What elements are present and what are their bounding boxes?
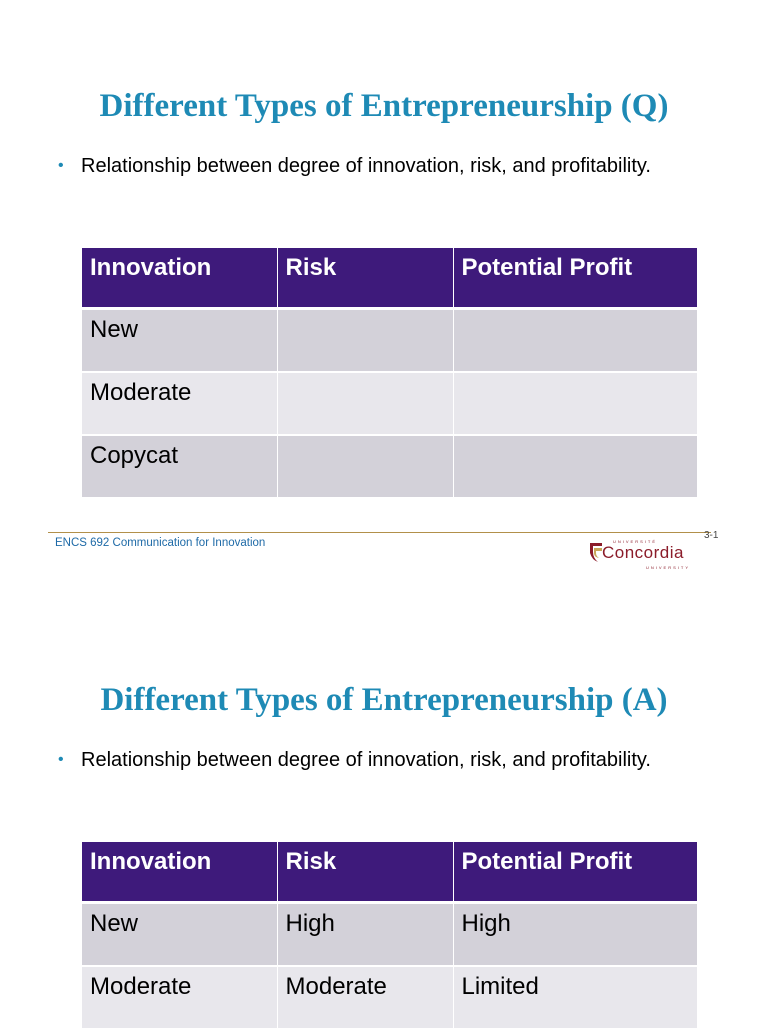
table-cell: New: [82, 902, 278, 967]
table-cell: Limited: [453, 966, 697, 1030]
logo-small-text-bottom: UNIVERSITY: [646, 565, 691, 570]
slide-title: Different Types of Entrepreneurship (A): [100, 682, 668, 718]
concordia-mark-icon: [590, 543, 602, 562]
table-cell: Moderate: [82, 966, 278, 1030]
table-header-row: Innovation Risk Potential Profit: [82, 842, 697, 904]
table-row: Moderate: [82, 372, 697, 436]
concordia-logo: UNIVERSITÉ Concordia UNIVERSITY: [586, 538, 710, 572]
header-innovation: Innovation: [82, 842, 278, 904]
table-cell: Copycat: [82, 435, 278, 499]
table-cell: New: [82, 308, 278, 373]
header-potential-profit: Potential Profit: [453, 248, 697, 310]
logo-wordmark: Concordia: [602, 543, 684, 562]
bullet-text: Relationship between degree of innovatio…: [81, 749, 651, 771]
bullet-point: • Relationship between degree of innovat…: [58, 746, 658, 774]
footer-course-name: ENCS 692 Communication for Innovation: [55, 537, 266, 549]
entrepreneurship-table: Innovation Risk Potential Profit New Mod…: [82, 248, 697, 499]
table-row: Copycat: [82, 435, 697, 499]
table-row: New: [82, 308, 697, 373]
table-cell: High: [453, 902, 697, 967]
table-cell: [277, 435, 454, 499]
table-cell: [453, 308, 697, 373]
bullet-icon: •: [58, 751, 64, 768]
table-cell: [277, 308, 454, 373]
entrepreneurship-table: Innovation Risk Potential Profit New Hig…: [82, 842, 697, 1030]
slide-answer: Different Types of Entrepreneurship (A) …: [0, 594, 768, 1030]
slide-title: Different Types of Entrepreneurship (Q): [99, 88, 669, 124]
bullet-point: • Relationship between degree of innovat…: [58, 152, 658, 180]
header-innovation: Innovation: [82, 248, 278, 310]
table-cell: [453, 372, 697, 436]
table-header-row: Innovation Risk Potential Profit: [82, 248, 697, 310]
table-row: Moderate Moderate Limited: [82, 966, 697, 1030]
table-cell: [453, 435, 697, 499]
slide-question: Different Types of Entrepreneurship (Q) …: [48, 88, 719, 572]
header-potential-profit: Potential Profit: [453, 842, 697, 904]
table-cell: High: [277, 902, 454, 967]
bullet-text: Relationship between degree of innovatio…: [81, 155, 651, 177]
bullet-icon: •: [58, 157, 64, 174]
page-number: 3-1: [704, 530, 719, 541]
header-risk: Risk: [277, 842, 454, 904]
table-cell: Moderate: [82, 372, 278, 436]
table-cell: Moderate: [277, 966, 454, 1030]
table-row: New High High: [82, 902, 697, 967]
table-cell: [277, 372, 454, 436]
footer-divider: [48, 532, 711, 533]
header-risk: Risk: [277, 248, 454, 310]
logo-small-text-top: UNIVERSITÉ: [613, 539, 658, 544]
